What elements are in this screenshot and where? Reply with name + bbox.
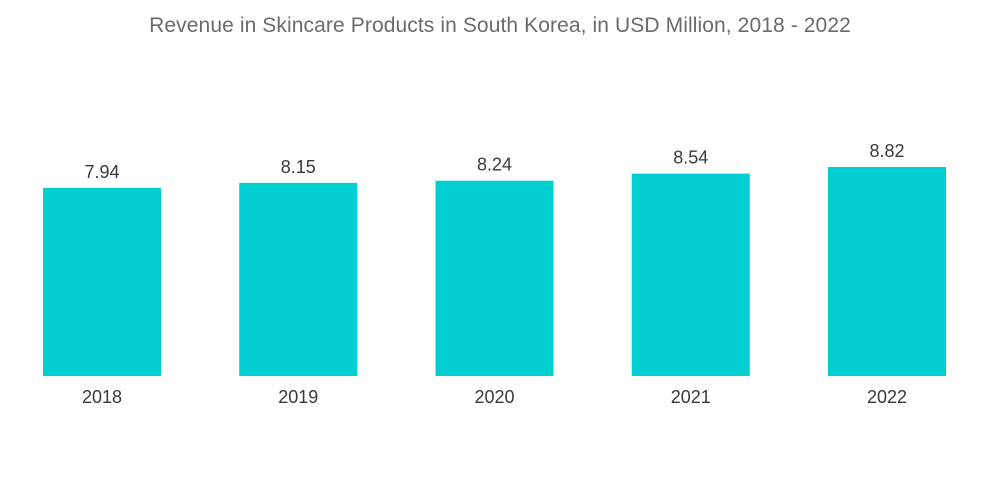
bar-2020 bbox=[435, 180, 554, 376]
data-label-2018: 7.94 bbox=[84, 162, 119, 182]
x-tick-label-2019: 2019 bbox=[278, 387, 318, 407]
data-label-2022: 8.82 bbox=[869, 141, 904, 161]
chart-title: Revenue in Skincare Products in South Ko… bbox=[149, 14, 851, 37]
bar-2021 bbox=[631, 173, 750, 376]
x-tick-label-2020: 2020 bbox=[474, 387, 514, 407]
x-tick-label-2018: 2018 bbox=[82, 387, 122, 407]
bar-2018 bbox=[43, 187, 161, 376]
x-tick-label-2021: 2021 bbox=[671, 387, 711, 407]
x-tick-label-2022: 2022 bbox=[867, 387, 907, 407]
data-label-2020: 8.24 bbox=[477, 155, 512, 175]
data-label-2021: 8.54 bbox=[673, 148, 708, 168]
data-label-2019: 8.15 bbox=[281, 157, 316, 177]
bar-2019 bbox=[239, 182, 358, 376]
bar-2022 bbox=[828, 167, 946, 376]
